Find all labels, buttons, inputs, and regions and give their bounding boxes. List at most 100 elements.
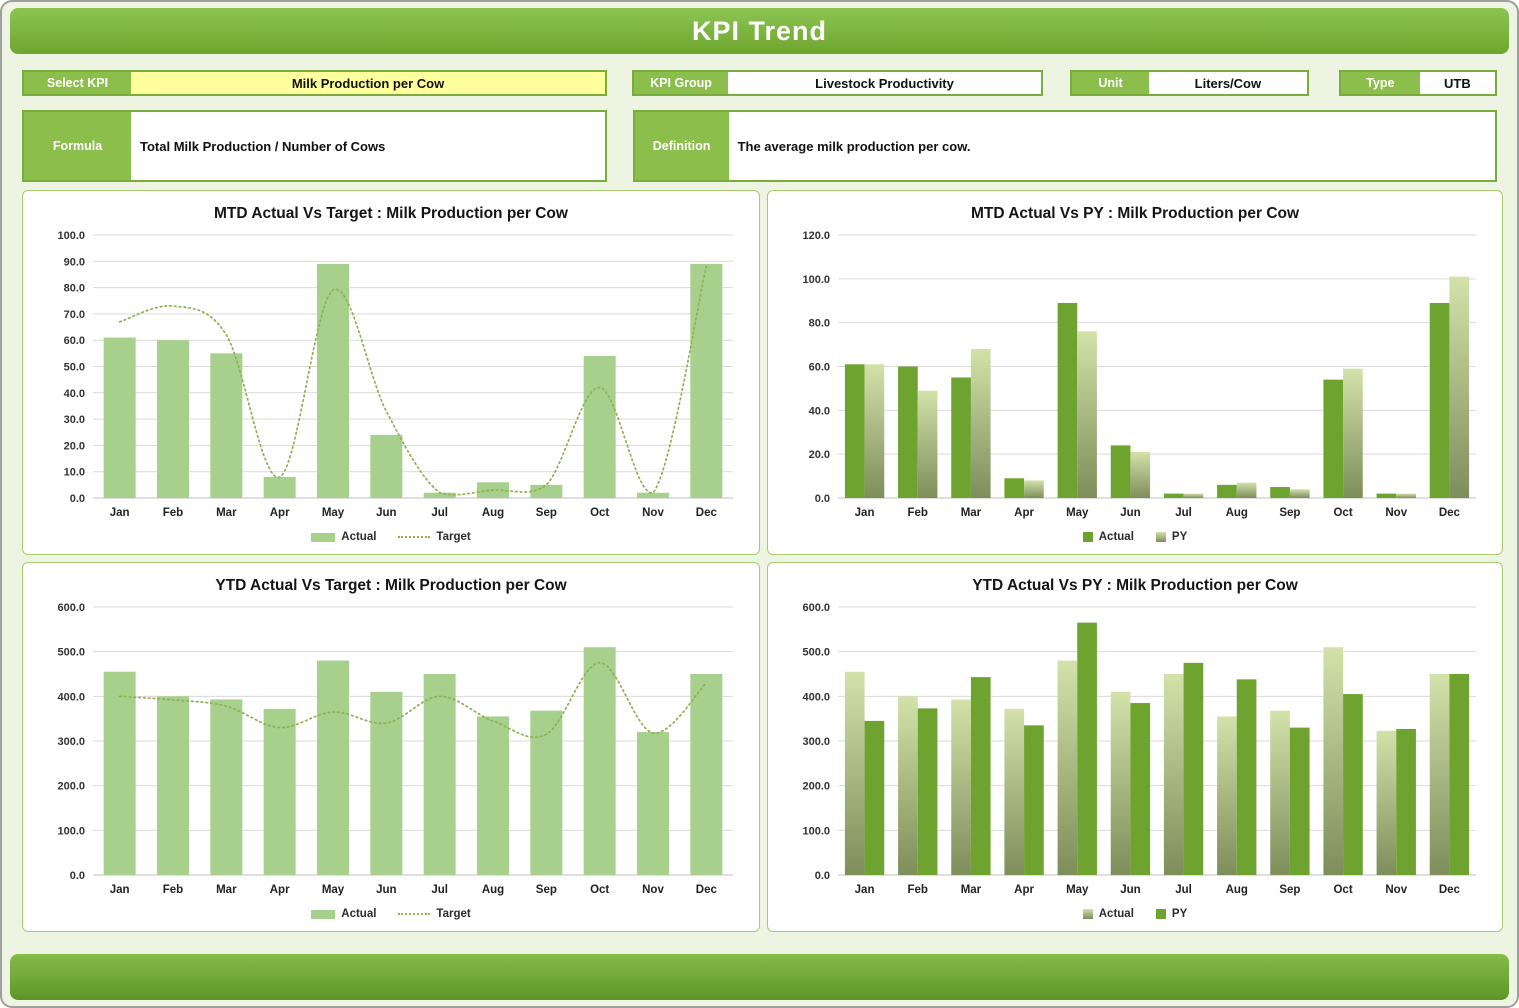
unit-value: Liters/Cow bbox=[1148, 72, 1307, 94]
svg-text:100.0: 100.0 bbox=[57, 825, 85, 837]
legend-item-actual: Actual bbox=[311, 908, 376, 920]
svg-text:10.0: 10.0 bbox=[64, 467, 85, 479]
svg-text:Aug: Aug bbox=[1226, 884, 1248, 896]
formula-label: Formula bbox=[24, 112, 131, 180]
svg-text:Apr: Apr bbox=[1014, 507, 1034, 519]
svg-text:50.0: 50.0 bbox=[64, 362, 85, 374]
svg-text:0.0: 0.0 bbox=[815, 493, 830, 505]
chart-legend: Actual PY bbox=[778, 524, 1492, 550]
legend-swatch bbox=[398, 913, 431, 915]
svg-text:Oct: Oct bbox=[1333, 507, 1352, 519]
legend-swatch bbox=[1082, 532, 1093, 542]
chart-canvas: 0.0 100.0 200.0 300.0 400.0 500.0 600.0 Jan Feb M… bbox=[57, 602, 733, 896]
legend-swatch bbox=[1155, 532, 1166, 542]
chart-panel-mtd-py: MTD Actual Vs PY : Milk Production per C… bbox=[767, 190, 1503, 555]
svg-text:Jun: Jun bbox=[1120, 507, 1140, 519]
svg-text:300.0: 300.0 bbox=[802, 736, 830, 748]
legend-label: PY bbox=[1171, 531, 1188, 543]
svg-text:Oct: Oct bbox=[590, 507, 609, 519]
svg-text:Apr: Apr bbox=[1014, 884, 1034, 896]
svg-text:40.0: 40.0 bbox=[809, 405, 830, 417]
legend-swatch bbox=[311, 532, 336, 542]
chart-title: MTD Actual Vs Target : Milk Production p… bbox=[214, 205, 568, 222]
svg-text:Sep: Sep bbox=[1279, 884, 1300, 896]
kpi-group-value: Livestock Productivity bbox=[728, 72, 1041, 94]
unit-field: Unit Liters/Cow bbox=[1069, 70, 1309, 96]
svg-text:Jul: Jul bbox=[1175, 884, 1192, 896]
svg-text:80.0: 80.0 bbox=[809, 318, 830, 330]
svg-text:Mar: Mar bbox=[961, 507, 982, 519]
chart-legend: Actual PY bbox=[778, 901, 1492, 927]
legend-label: Actual bbox=[341, 531, 377, 543]
chart-title: YTD Actual Vs PY : Milk Production per C… bbox=[972, 577, 1298, 594]
svg-text:Apr: Apr bbox=[270, 884, 290, 896]
svg-text:0.0: 0.0 bbox=[70, 870, 85, 882]
svg-text:Mar: Mar bbox=[216, 884, 237, 896]
select-kpi-field: Select KPI Milk Production per Cow bbox=[22, 70, 608, 96]
type-label: Type bbox=[1340, 72, 1420, 94]
svg-text:May: May bbox=[322, 507, 345, 519]
svg-text:500.0: 500.0 bbox=[802, 647, 830, 659]
svg-text:20.0: 20.0 bbox=[809, 449, 830, 461]
select-kpi-value[interactable]: Milk Production per Cow bbox=[131, 72, 606, 94]
svg-text:Oct: Oct bbox=[1333, 884, 1352, 896]
svg-text:Aug: Aug bbox=[482, 507, 504, 519]
svg-text:Sep: Sep bbox=[536, 507, 557, 519]
chart-title: MTD Actual Vs PY : Milk Production per C… bbox=[970, 205, 1300, 222]
legend-swatch bbox=[311, 909, 336, 919]
svg-text:Dec: Dec bbox=[696, 507, 718, 519]
svg-text:Feb: Feb bbox=[908, 884, 928, 896]
chart-legend: Actual Target bbox=[33, 524, 749, 550]
svg-text:Jul: Jul bbox=[431, 507, 448, 519]
legend-item-py: PY bbox=[1155, 908, 1188, 920]
select-kpi-label: Select KPI bbox=[24, 72, 131, 94]
svg-text:Oct: Oct bbox=[590, 884, 609, 896]
kpi-group-label: KPI Group bbox=[634, 72, 729, 94]
legend-label: Target bbox=[436, 531, 471, 543]
chart-canvas: 0.0 100.0 200.0 300.0 400.0 500.0 600.0 Jan Feb M… bbox=[802, 602, 1476, 896]
svg-text:Dec: Dec bbox=[696, 884, 718, 896]
svg-text:Dec: Dec bbox=[1439, 884, 1461, 896]
chart-legend: Actual Target bbox=[33, 901, 749, 927]
chart-panel-mtd-target: MTD Actual Vs Target : Milk Production p… bbox=[22, 190, 760, 555]
svg-text:Jun: Jun bbox=[376, 884, 396, 896]
svg-text:Jun: Jun bbox=[376, 507, 396, 519]
svg-text:Nov: Nov bbox=[1385, 507, 1407, 519]
svg-text:0.0: 0.0 bbox=[70, 493, 85, 505]
legend-swatch bbox=[398, 536, 431, 538]
svg-text:40.0: 40.0 bbox=[64, 388, 85, 400]
legend-item-target: Target bbox=[398, 908, 471, 920]
chart-area: 0.0 20.0 40.0 60.0 80.0 100.0 120.0 Jan Feb Mar Ap… bbox=[778, 225, 1492, 524]
legend-label: Actual bbox=[1098, 908, 1134, 920]
type-field: Type UTB bbox=[1338, 70, 1498, 96]
svg-text:400.0: 400.0 bbox=[57, 691, 85, 703]
footer-bar bbox=[10, 954, 1509, 1000]
legend-label: Actual bbox=[341, 908, 377, 920]
chart-canvas: 0.0 10.0 20.0 30.0 40.0 50.0 60.0 70.0 80.0 90.0 1… bbox=[57, 230, 733, 519]
svg-text:600.0: 600.0 bbox=[57, 602, 85, 614]
legend-swatch bbox=[1082, 909, 1093, 919]
svg-text:Nov: Nov bbox=[1385, 884, 1407, 896]
svg-text:Apr: Apr bbox=[270, 507, 290, 519]
svg-text:500.0: 500.0 bbox=[57, 647, 85, 659]
legend-item-target: Target bbox=[398, 531, 471, 543]
legend-label: PY bbox=[1171, 908, 1188, 920]
svg-text:60.0: 60.0 bbox=[64, 335, 85, 347]
unit-label: Unit bbox=[1071, 72, 1149, 94]
svg-text:200.0: 200.0 bbox=[57, 781, 85, 793]
formula-field: Formula Total Milk Production / Number o… bbox=[22, 110, 607, 182]
svg-text:600.0: 600.0 bbox=[802, 602, 830, 614]
svg-text:Feb: Feb bbox=[908, 507, 928, 519]
svg-text:Dec: Dec bbox=[1439, 507, 1461, 519]
svg-text:May: May bbox=[1066, 884, 1089, 896]
legend-label: Target bbox=[436, 908, 471, 920]
chart-panel-ytd-py: YTD Actual Vs PY : Milk Production per C… bbox=[767, 562, 1503, 932]
svg-text:100.0: 100.0 bbox=[802, 274, 830, 286]
chart-panel-ytd-target: YTD Actual Vs Target : Milk Production p… bbox=[22, 562, 760, 932]
page-title: KPI Trend bbox=[10, 8, 1509, 54]
svg-text:100.0: 100.0 bbox=[802, 825, 830, 837]
legend-item-actual: Actual bbox=[311, 531, 376, 543]
svg-text:Aug: Aug bbox=[482, 884, 504, 896]
type-value: UTB bbox=[1419, 72, 1496, 94]
